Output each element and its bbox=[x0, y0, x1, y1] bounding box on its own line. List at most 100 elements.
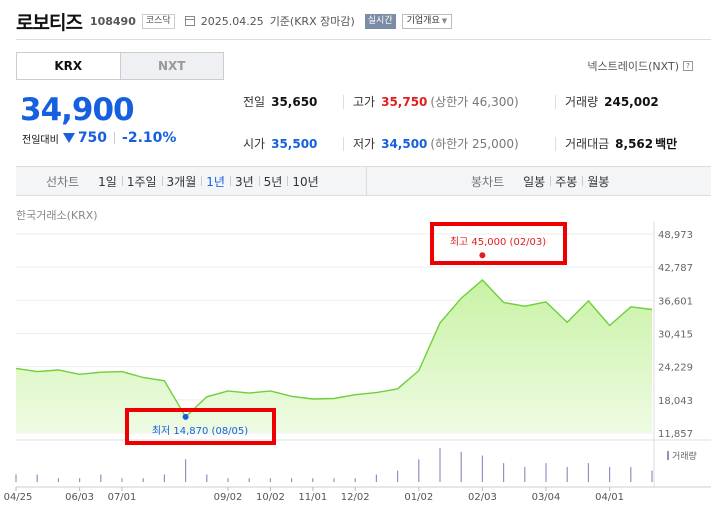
volume-bar bbox=[545, 463, 547, 482]
volume-bar bbox=[439, 448, 441, 482]
candle-chart-label: 봉차트 bbox=[471, 174, 505, 189]
stat-volume-value: 245,002 bbox=[604, 95, 659, 109]
x-tick-label: 04/25 bbox=[4, 492, 33, 503]
volume-bar bbox=[121, 478, 123, 482]
stock-name: 로보티즈 bbox=[16, 11, 83, 34]
x-tick-label: 12/02 bbox=[341, 492, 370, 503]
stat-divider bbox=[555, 137, 556, 151]
volume-bar bbox=[185, 459, 187, 482]
candle-chart-periods: 봉차트 일봉 주봉 월봉 bbox=[471, 167, 614, 195]
period-1w[interactable]: 1주일 bbox=[121, 173, 162, 190]
price-line bbox=[15, 279, 653, 418]
period-bar-divider bbox=[366, 167, 367, 195]
help-icon[interactable]: ? bbox=[683, 61, 693, 71]
volume-bar bbox=[333, 478, 335, 482]
price-change: 전일대비 750 -2.10% bbox=[22, 130, 176, 146]
stat-trade-value: 거래대금 8,562 백만 bbox=[565, 135, 677, 152]
change-percent: -2.10% bbox=[122, 130, 177, 146]
stat-open-value: 35,500 bbox=[271, 137, 318, 151]
candle-weekly[interactable]: 주봉 bbox=[550, 173, 582, 190]
period-bar: 선차트 1일 1주일 3개월 1년 3년 5년 10년 봉차트 일봉 주봉 월봉 bbox=[16, 166, 711, 196]
stat-open-label: 시가 bbox=[243, 137, 266, 151]
stat-trade-value-value: 8,562 bbox=[615, 137, 654, 151]
stat-trade-value-unit: 백만 bbox=[655, 137, 678, 151]
x-tick-label: 07/01 bbox=[108, 492, 137, 503]
stat-volume-label: 거래량 bbox=[565, 95, 599, 109]
volume-bar bbox=[291, 478, 293, 482]
period-5y[interactable]: 5년 bbox=[258, 173, 288, 190]
x-tick-label: 06/03 bbox=[65, 492, 94, 503]
stat-low: 저가 34,500 (하한가 25,000) bbox=[353, 135, 519, 152]
price-area bbox=[16, 280, 652, 433]
nxt-link[interactable]: 넥스트레이드(NXT) ? bbox=[587, 58, 693, 74]
stat-low-value: 34,500 bbox=[381, 137, 428, 151]
market-badge: 코스닥 bbox=[141, 13, 175, 29]
data-source: 한국거래소(KRX) bbox=[16, 209, 98, 222]
header-divider bbox=[16, 39, 711, 40]
volume-legend-label: 거래량 bbox=[672, 450, 697, 462]
volume-bar bbox=[163, 474, 165, 482]
y-tick-label: 48,973 bbox=[658, 230, 693, 241]
stat-prev-close: 전일 35,650 bbox=[243, 93, 317, 110]
change-divider bbox=[114, 132, 116, 144]
stat-high-label: 고가 bbox=[353, 95, 376, 109]
low-annotation: 최저 14,870 (08/05) bbox=[152, 425, 248, 437]
stat-prev-close-value: 35,650 bbox=[271, 95, 318, 109]
x-tick-label: 11/01 bbox=[298, 492, 327, 503]
stat-divider bbox=[343, 137, 344, 151]
stock-header: 로보티즈 108490 코스닥 2025.04.25 기준(KRX 장마감) 실… bbox=[16, 8, 453, 34]
volume-bar bbox=[609, 466, 611, 482]
stat-open: 시가 35,500 bbox=[243, 135, 317, 152]
low-marker bbox=[182, 413, 189, 420]
x-tick-label: 04/01 bbox=[595, 492, 624, 503]
volume-bar bbox=[100, 474, 102, 482]
stock-code: 108490 bbox=[89, 14, 136, 28]
period-1y[interactable]: 1년 bbox=[201, 173, 230, 190]
y-tick-label: 30,415 bbox=[658, 330, 693, 341]
volume-bar bbox=[312, 478, 314, 482]
quote-date: 2025.04.25 bbox=[200, 14, 264, 28]
period-1d[interactable]: 1일 bbox=[98, 174, 117, 189]
volume-bar bbox=[36, 474, 38, 482]
volume-bar bbox=[460, 451, 462, 482]
stat-trade-value-label: 거래대금 bbox=[565, 137, 610, 151]
volume-bar bbox=[142, 478, 144, 482]
volume-bar bbox=[269, 478, 271, 482]
company-info-dropdown[interactable]: 기업개요 ▼ bbox=[401, 13, 453, 29]
high-annotation: 최고 45,000 (02/03) bbox=[450, 236, 546, 248]
current-price: 34,900 bbox=[20, 92, 135, 128]
low-highlight-box bbox=[125, 408, 276, 445]
chevron-down-icon: ▼ bbox=[441, 16, 448, 25]
volume-bar bbox=[651, 470, 653, 482]
volume-bar bbox=[375, 474, 377, 482]
down-arrow-icon bbox=[62, 133, 75, 143]
x-tick-label: 03/04 bbox=[532, 492, 561, 503]
quote-basis: 기준(KRX 장마감) bbox=[269, 15, 355, 28]
period-3m[interactable]: 3개월 bbox=[161, 173, 202, 190]
candle-monthly[interactable]: 월봉 bbox=[582, 173, 614, 190]
realtime-button[interactable]: 실시간 bbox=[364, 13, 396, 29]
high-highlight-box bbox=[430, 222, 567, 265]
x-tick-label: 02/03 bbox=[468, 492, 497, 503]
company-info-label: 기업개요 bbox=[406, 15, 440, 26]
y-tick-label: 42,787 bbox=[658, 263, 693, 274]
candle-daily[interactable]: 일봉 bbox=[523, 174, 546, 189]
volume-bar bbox=[587, 463, 589, 482]
tab-krx[interactable]: KRX bbox=[17, 53, 120, 79]
stat-lower-limit: (하한가 25,000) bbox=[430, 137, 519, 151]
tab-nxt[interactable]: NXT bbox=[119, 53, 223, 79]
line-chart-periods: 선차트 1일 1주일 3개월 1년 3년 5년 10년 bbox=[46, 167, 324, 195]
line-chart-label: 선차트 bbox=[46, 174, 80, 189]
volume-bar bbox=[503, 463, 505, 482]
volume-bar bbox=[418, 459, 420, 482]
period-10y[interactable]: 10년 bbox=[287, 173, 323, 190]
calendar-icon bbox=[184, 16, 195, 26]
change-label: 전일대비 bbox=[22, 134, 59, 146]
volume-bar bbox=[630, 466, 632, 482]
period-3y[interactable]: 3년 bbox=[229, 173, 259, 190]
nxt-link-label: 넥스트레이드(NXT) bbox=[587, 60, 679, 73]
volume-bar bbox=[15, 474, 17, 482]
volume-bar bbox=[57, 478, 59, 482]
y-tick-label: 11,857 bbox=[658, 429, 693, 440]
